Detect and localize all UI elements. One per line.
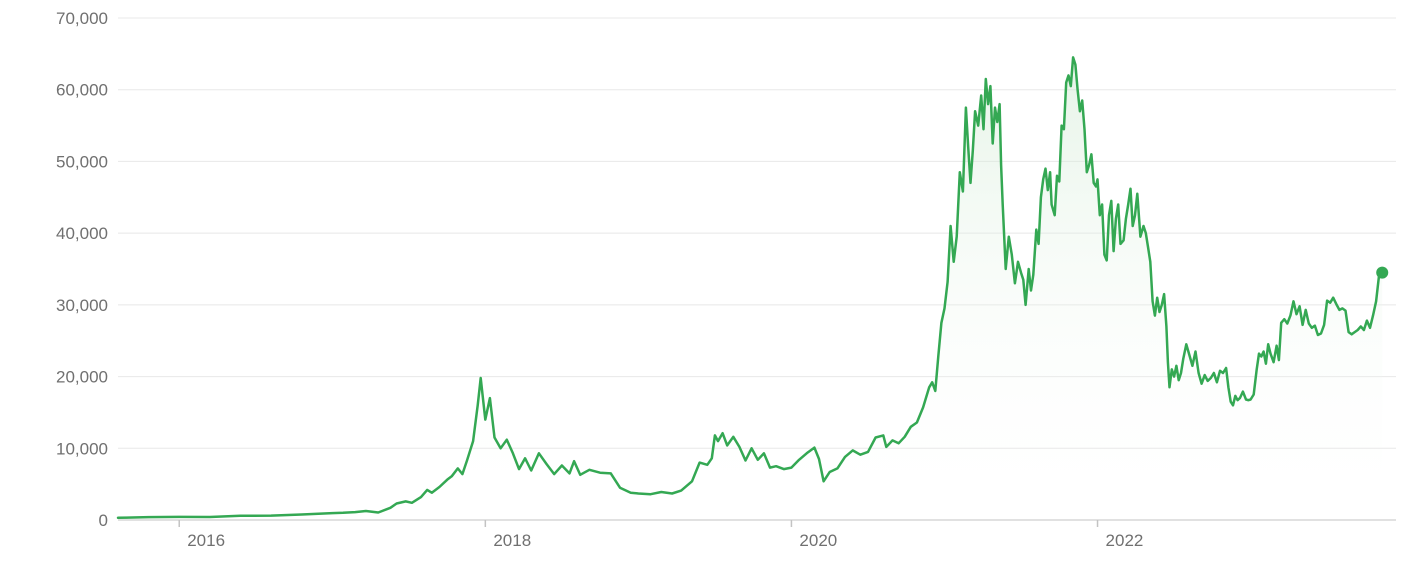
y-tick-label: 60,000: [56, 81, 108, 100]
y-tick-label: 70,000: [56, 9, 108, 28]
x-tick-label: 2018: [493, 531, 531, 550]
y-tick-label: 40,000: [56, 224, 108, 243]
y-tick-label: 10,000: [56, 439, 108, 458]
x-tick-label: 2022: [1106, 531, 1144, 550]
y-tick-label: 30,000: [56, 296, 108, 315]
x-tick-label: 2020: [799, 531, 837, 550]
y-tick-label: 20,000: [56, 368, 108, 387]
x-tick-label: 2016: [187, 531, 225, 550]
y-tick-label: 0: [99, 511, 108, 530]
chart-svg: 0 10,000 20,000 30,000 40,000 50,000 60,000 70,…: [0, 0, 1428, 562]
y-tick-label: 50,000: [56, 152, 108, 171]
price-chart: 0 10,000 20,000 30,000 40,000 50,000 60,000 70,…: [0, 0, 1428, 562]
series-end-dot: [1376, 267, 1388, 279]
